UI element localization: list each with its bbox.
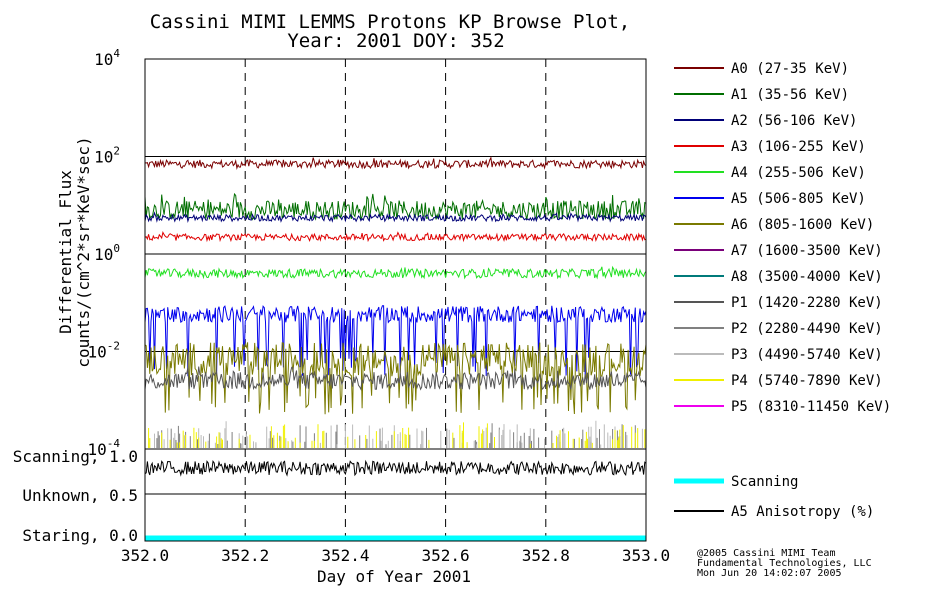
legend-label: P3 (4490-5740 KeV) (731, 347, 883, 363)
legend-label: P5 (8310-11450 KeV) (731, 399, 891, 415)
x-axis-label: Day of Year 2001 (317, 567, 471, 586)
x-tick-label: 352.8 (522, 546, 570, 565)
x-tick-label: 352.0 (121, 546, 169, 565)
series-line (154, 420, 643, 448)
legend: A0 (27-35 KeV) A1 (35-56 KeV) A2 (56-106 K… (674, 61, 891, 415)
series-line (144, 192, 647, 221)
legend-label: P2 (2280-4490 KeV) (731, 321, 883, 337)
legend-label: P4 (5740-7890 KeV) (731, 373, 883, 389)
legend-label: Scanning (731, 474, 798, 490)
legend-label: A5 Anisotropy (%) (731, 504, 874, 520)
y-axis-label-line1: Differential Flux (56, 170, 75, 334)
y-tick-exponent: 4 (113, 47, 120, 60)
x-tick-label: 352.4 (321, 546, 369, 565)
series-line (148, 422, 646, 448)
legend-label: A2 (56-106 KeV) (731, 113, 857, 129)
y-tick-label: 102 (94, 145, 120, 167)
legend-label: A0 (27-35 KeV) (731, 61, 849, 77)
credit-line-2: Fundamental Technologies, LLC (697, 558, 872, 569)
anisotropy-y-ticks: Scanning, 1.0 Unknown, 0.5 Staring, 0.0 (13, 447, 138, 545)
legend-label: A8 (3500-4000 KeV) (731, 269, 883, 285)
legend-label: A5 (506-805 KeV) (731, 191, 866, 207)
legend-label: A4 (255-506 KeV) (731, 165, 866, 181)
y-tick-exponent: -4 (107, 437, 121, 450)
series-line (144, 230, 647, 243)
x-tick-label: 353.0 (622, 546, 670, 565)
legend-label: A6 (805-1600 KeV) (731, 217, 874, 233)
y-tick-label: 10-2 (87, 340, 120, 362)
series-line (144, 366, 647, 391)
anisotropy-panel-frame (144, 448, 647, 542)
series-line (144, 211, 647, 224)
x-tick-label: 352.6 (422, 546, 470, 565)
series-line (144, 265, 647, 280)
y-axis-label-line2: counts/(cm^2*sr*KeV*sec) (74, 136, 93, 367)
chart-title-line1: Cassini MIMI LEMMS Protons KP Browse Plo… (150, 11, 630, 33)
series-line (144, 156, 647, 170)
credit-line-3: Mon Jun 20 14:02:07 2005 (697, 568, 842, 579)
anisotropy-series (144, 459, 647, 541)
legend-label: A1 (35-56 KeV) (731, 87, 849, 103)
anisotropy-y-tick-label: Staring, 0.0 (22, 526, 138, 545)
y-tick-exponent: -2 (107, 340, 120, 353)
legend-label: A3 (106-255 KeV) (731, 139, 866, 155)
y-tick-label: 100 (94, 242, 120, 264)
anisotropy-grid (145, 449, 646, 541)
flux-series (144, 156, 647, 448)
anisotropy-line (144, 459, 647, 477)
legend-label: A7 (1600-3500 KeV) (731, 243, 883, 259)
anisotropy-y-tick-label: Unknown, 0.5 (22, 486, 138, 505)
x-ticks: 352.0 352.2 352.4 352.6 352.8 353.0 (121, 546, 670, 565)
anisotropy-panel: Scanning, 1.0 Unknown, 0.5 Staring, 0.0 (13, 447, 647, 545)
legend-anisotropy: Scanning A5 Anisotropy (%) (674, 474, 874, 520)
y-tick-label: 104 (94, 47, 120, 69)
x-tick-label: 352.2 (221, 546, 269, 565)
y-tick-exponent: 0 (113, 242, 120, 255)
y-tick-exponent: 2 (113, 145, 120, 158)
legend-label: P1 (1420-2280 KeV) (731, 295, 883, 311)
anisotropy-y-tick-label: Scanning, 1.0 (13, 447, 138, 466)
chart-title-line2: Year: 2001 DOY: 352 (287, 30, 504, 52)
series-line (144, 305, 647, 377)
series-line (144, 342, 647, 415)
credit-line-1: @2005 Cassini MIMI Team (697, 548, 835, 559)
